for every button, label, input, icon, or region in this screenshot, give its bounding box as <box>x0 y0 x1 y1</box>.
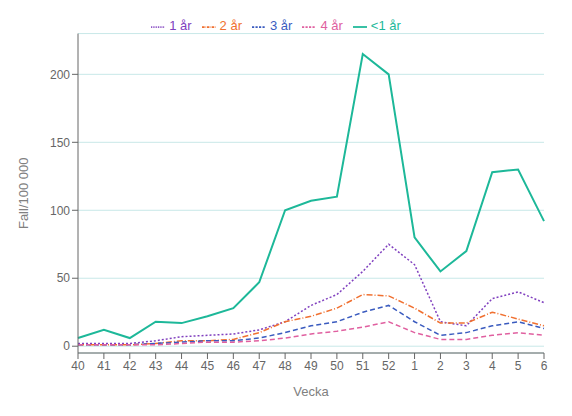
html-text:<1 år: <1 år <box>370 18 401 33</box>
svg-text:49: 49 <box>304 359 318 373</box>
svg-text:100: 100 <box>50 204 70 218</box>
svg-text:0: 0 <box>63 339 70 353</box>
svg-text:42: 42 <box>123 359 137 373</box>
svg-text:44: 44 <box>175 359 189 373</box>
svg-text:1: 1 <box>411 359 418 373</box>
html-text:2 år: 2 år <box>219 18 242 33</box>
svg-text:2: 2 <box>437 359 444 373</box>
svg-text:3: 3 <box>463 359 470 373</box>
svg-text:47: 47 <box>253 359 267 373</box>
svg-text:46: 46 <box>227 359 241 373</box>
html-text:4 år: 4 år <box>320 18 343 33</box>
html-text:1 år: 1 år <box>169 18 192 33</box>
svg-text:51: 51 <box>356 359 370 373</box>
svg-text:41: 41 <box>97 359 111 373</box>
svg-text:6: 6 <box>541 359 548 373</box>
svg-text:50: 50 <box>330 359 344 373</box>
svg-text:4: 4 <box>489 359 496 373</box>
svg-text:40: 40 <box>71 359 85 373</box>
svg-text:52: 52 <box>382 359 396 373</box>
svg-text:45: 45 <box>201 359 215 373</box>
svg-text:43: 43 <box>149 359 163 373</box>
svg-text:150: 150 <box>50 136 70 150</box>
svg-text:Vecka: Vecka <box>293 384 329 399</box>
svg-text:5: 5 <box>515 359 522 373</box>
svg-text:Fall/100 000: Fall/100 000 <box>16 158 31 230</box>
svg-text:50: 50 <box>57 271 71 285</box>
html-text:3 år: 3 år <box>270 18 293 33</box>
svg-text:48: 48 <box>278 359 292 373</box>
svg-text:200: 200 <box>50 68 70 82</box>
